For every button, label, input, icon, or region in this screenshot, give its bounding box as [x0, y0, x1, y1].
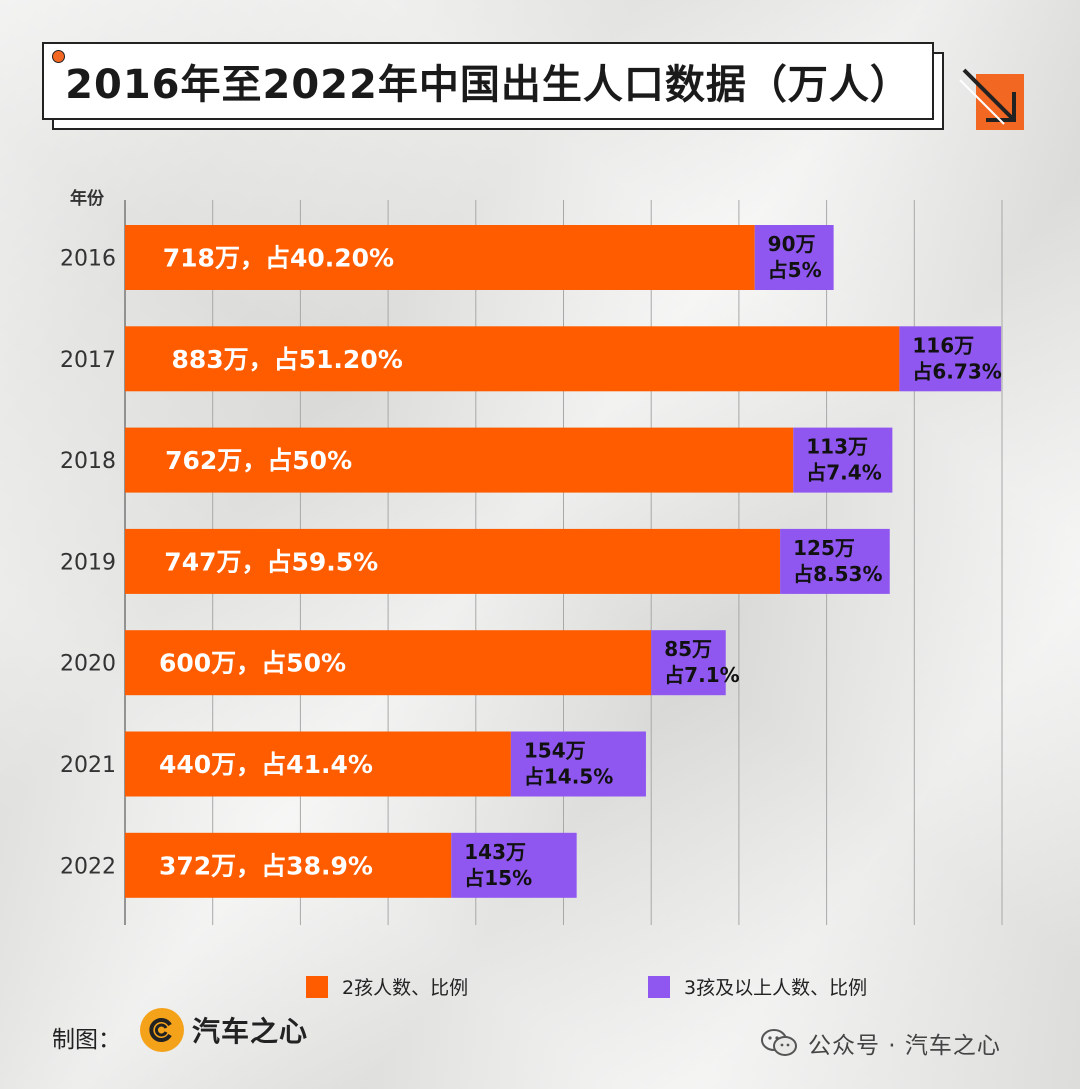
legend-swatch-orange — [306, 975, 328, 998]
legend-label: 2孩人数、比例 — [342, 977, 469, 999]
logo-text: 汽车之心 — [192, 1015, 309, 1048]
maker-label: 制图： — [52, 1027, 121, 1053]
legend-swatch-purple — [648, 975, 670, 998]
legend-label: 3孩及以上人数、比例 — [684, 977, 868, 999]
bar-label-two-child: 440万，占41.4% — [159, 750, 373, 779]
bar-label-three-plus-count: 143万 — [464, 840, 526, 864]
bar-two-child — [125, 528, 781, 594]
bar-label-three-plus-share: 占15% — [464, 866, 532, 890]
bar-three-plus — [793, 427, 893, 493]
title-dot — [52, 50, 65, 63]
logo-mark-icon — [140, 1008, 184, 1052]
bar-three-plus — [899, 326, 1002, 392]
year-tick-label: 2022 — [60, 854, 116, 879]
year-column-header: 年份 — [70, 189, 104, 209]
bar-three-plus — [754, 225, 834, 290]
legend-item-three-plus: 3孩及以上人数、比例 — [648, 973, 867, 1000]
bar-two-child — [125, 832, 452, 898]
title-banner: 2016年至2022年中国出生人口数据（万人） — [42, 42, 934, 120]
bar-label-three-plus-count: 125万 — [793, 536, 855, 560]
bar-three-plus — [651, 630, 726, 696]
bar-label-two-child: 718万，占40.20% — [163, 244, 394, 273]
bar-label-three-plus-share: 占7.1% — [664, 663, 739, 687]
bar-three-plus — [510, 731, 646, 797]
bar-three-plus — [451, 832, 577, 898]
bar-two-child — [125, 326, 900, 392]
bar-label-two-child: 883万，占51.20% — [171, 345, 402, 374]
year-tick-label: 2019 — [60, 550, 116, 575]
legend-item-two-child: 2孩人数、比例 — [306, 973, 468, 1000]
year-tick-label: 2018 — [60, 449, 116, 474]
bar-label-three-plus-count: 90万 — [768, 232, 816, 256]
bar-label-three-plus-count: 154万 — [524, 739, 586, 763]
bar-label-two-child: 372万，占38.9% — [159, 851, 373, 880]
bar-label-two-child: 762万，占50% — [165, 446, 352, 475]
bar-label-three-plus-count: 113万 — [806, 435, 868, 459]
year-tick-label: 2021 — [60, 753, 116, 778]
bar-label-three-plus-share: 占6.73% — [912, 359, 1001, 383]
bar-label-three-plus-share: 占8.53% — [793, 562, 882, 586]
bar-label-three-plus-share: 占14.5% — [524, 765, 613, 789]
wechat-icon — [761, 1029, 797, 1056]
arrow-down-right-icon — [959, 68, 1024, 130]
chart-title: 2016年至2022年中国出生人口数据（万人） — [65, 62, 911, 108]
year-tick-label: 2016 — [60, 247, 116, 272]
wechat-account: 公众号 · 汽车之心 — [760, 1026, 1001, 1060]
bar-label-three-plus-count: 116万 — [912, 333, 974, 357]
bar-label-two-child: 600万，占50% — [159, 649, 346, 678]
year-tick-label: 2020 — [60, 652, 116, 677]
bar-two-child — [125, 630, 652, 696]
bar-label-two-child: 747万，占59.5% — [164, 547, 378, 576]
brand-logo: 汽车之心 — [140, 1008, 308, 1052]
bar-two-child — [125, 225, 755, 290]
bar-two-child — [125, 731, 511, 797]
bar-label-three-plus-count: 85万 — [664, 637, 712, 661]
bar-two-child — [125, 427, 794, 493]
wechat-text: 公众号 · 汽车之心 — [808, 1033, 1001, 1059]
bar-three-plus — [780, 528, 890, 594]
year-tick-label: 2017 — [60, 348, 116, 373]
bar-label-three-plus-share: 占5% — [768, 258, 822, 282]
bar-label-three-plus-share: 占7.4% — [806, 461, 881, 485]
